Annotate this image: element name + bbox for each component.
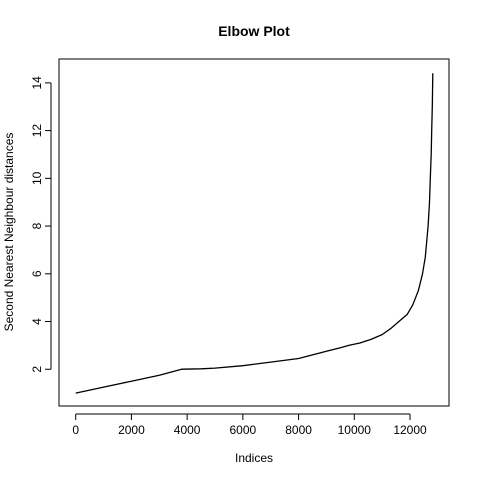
- y-tick-label: 8: [30, 222, 44, 229]
- x-tick-label: 6000: [230, 423, 257, 437]
- y-tick-label: 14: [30, 76, 44, 90]
- y-tick-label: 12: [30, 124, 44, 138]
- y-axis: 2 4 6 8 10 12 14: [30, 76, 52, 373]
- y-tick-label: 10: [30, 171, 44, 185]
- chart-title: Elbow Plot: [218, 23, 290, 39]
- x-axis: 0 2000 4000 6000 8000 10000 12000: [72, 413, 427, 437]
- x-tick-label: 8000: [285, 423, 312, 437]
- y-axis-label: Second Nearest Neighbour distances: [2, 133, 16, 332]
- y-tick-label: 4: [30, 318, 44, 325]
- y-tick-label: 6: [30, 270, 44, 277]
- x-tick-label: 2000: [118, 423, 145, 437]
- series-line-0: [75, 73, 434, 394]
- x-tick-label: 12000: [393, 423, 427, 437]
- y-tick-label: 2: [30, 366, 44, 373]
- x-tick-label: 4000: [174, 423, 201, 437]
- series-layer: [75, 73, 434, 394]
- plot-frame: [58, 58, 450, 407]
- x-tick-label: 0: [72, 423, 79, 437]
- x-axis-label: Indices: [235, 451, 273, 465]
- x-tick-label: 10000: [338, 423, 372, 437]
